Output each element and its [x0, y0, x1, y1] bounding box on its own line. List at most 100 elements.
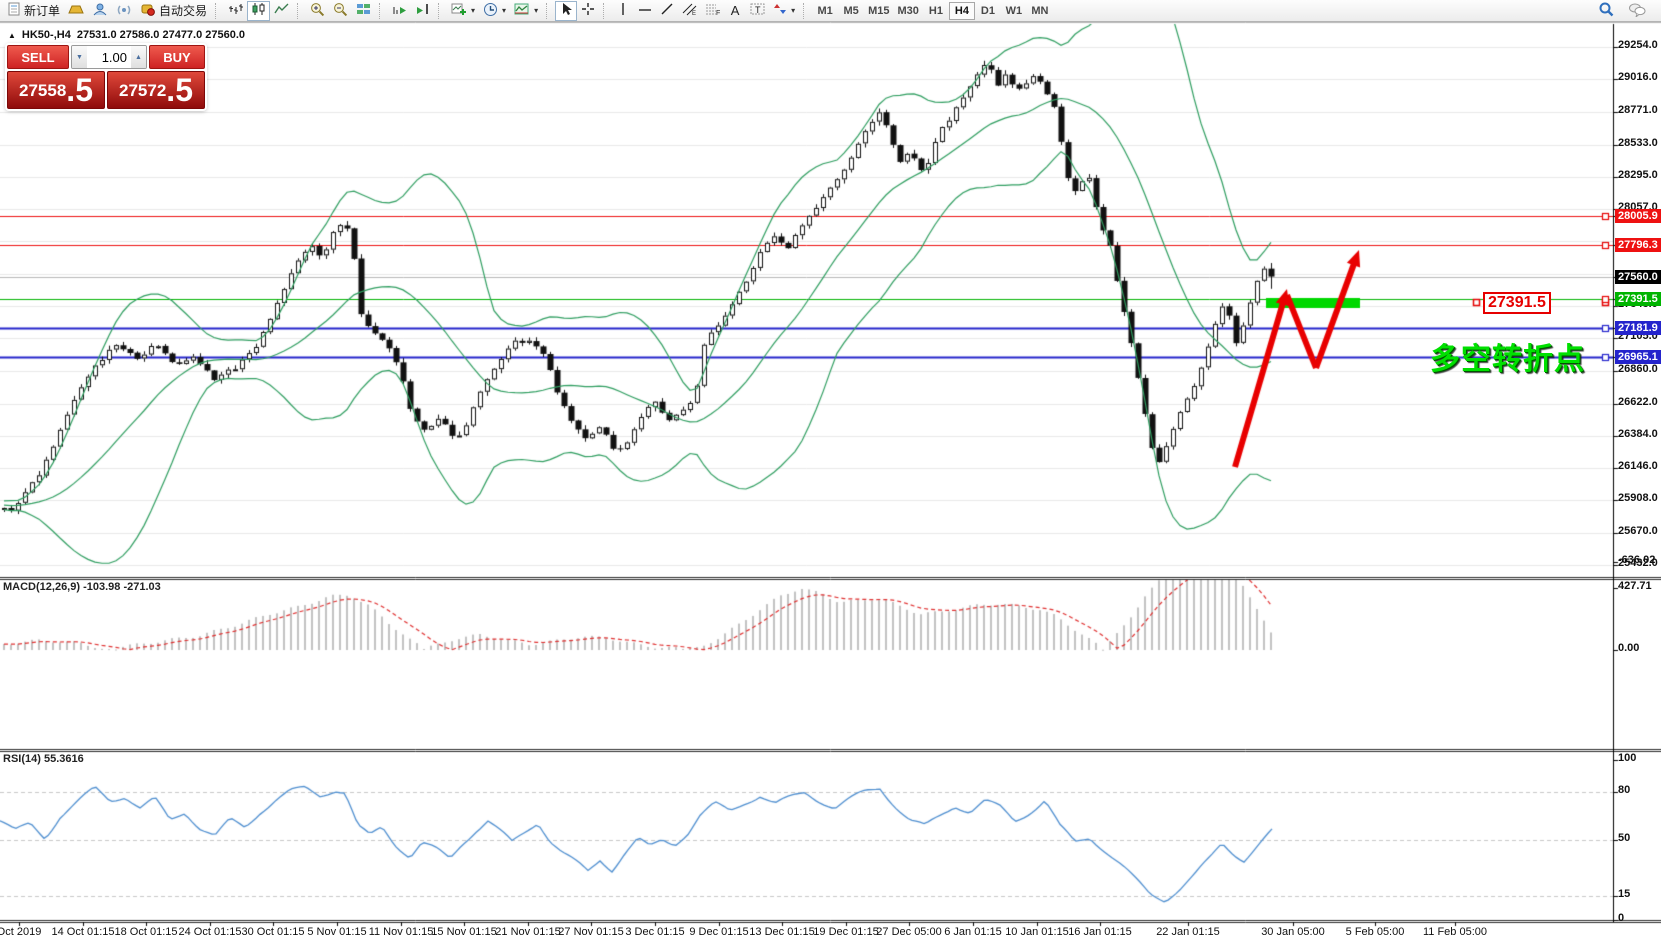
price-axis-label: 26622.0	[1618, 395, 1658, 408]
signal-button[interactable]	[112, 1, 136, 21]
cursor-button[interactable]	[555, 0, 578, 21]
buy-button[interactable]: BUY	[149, 45, 205, 69]
timeframe-d1-button[interactable]: D1	[975, 2, 1001, 20]
timeframe-w1-button[interactable]: W1	[1001, 2, 1027, 20]
period-button[interactable]: ▾	[479, 1, 510, 21]
toolbar-separator	[438, 2, 444, 19]
new-chart-icon	[451, 2, 467, 19]
autotrading-button[interactable]: 自动交易	[136, 1, 211, 21]
template-icon	[514, 2, 530, 19]
turning-point-annotation: 多空转折点	[1430, 343, 1585, 376]
zoom-out-button[interactable]	[329, 1, 352, 21]
price-axis-label: 29016.0	[1618, 71, 1658, 84]
volume-up-button[interactable]: ▲	[131, 46, 146, 68]
fibonacci-icon: F	[705, 2, 720, 19]
dropdown-caret-icon: ▾	[471, 6, 476, 15]
line-chart-icon	[274, 2, 289, 19]
price-axis-label: 25432.0	[1618, 556, 1658, 569]
symbol-header: ▲ HK50-,H4 27531.0 27586.0 27477.0 27560…	[8, 29, 245, 41]
toolbar-separator	[215, 2, 221, 19]
toolbar: 新订单 自动交易	[0, 0, 1661, 22]
vertical-line-button[interactable]	[612, 1, 634, 21]
candlestick-icon	[251, 2, 266, 19]
time-axis-label: 27 Nov 01:15	[558, 926, 624, 938]
timeframe-mn-button[interactable]: MN	[1027, 2, 1053, 20]
candlestick-chart-button[interactable]	[247, 0, 271, 21]
toolbar-separator	[379, 2, 385, 19]
volume-control: ▼ ▲	[71, 45, 147, 69]
current-price-marker: 27560.0	[1615, 269, 1661, 284]
time-axis-label: 27 Dec 05:00	[876, 926, 942, 938]
price-axis-label: 25908.0	[1618, 492, 1658, 505]
horizontal-line-button[interactable]	[634, 1, 656, 21]
time-axis-label: 19 Dec 01:15	[813, 926, 879, 938]
timeframe-m30-button[interactable]: M30	[894, 2, 923, 20]
arrows-button[interactable]: ▾	[769, 1, 799, 21]
fibonacci-button[interactable]: F	[701, 1, 724, 21]
price-line-marker: 27391.5	[1615, 292, 1661, 307]
timeframe-h1-button[interactable]: H1	[923, 2, 949, 20]
new-chart-button[interactable]: ▾	[447, 1, 479, 21]
new-order-label: 新订单	[24, 4, 61, 18]
auto-scroll-button[interactable]	[388, 1, 411, 21]
search-icon	[1598, 1, 1614, 20]
zoom-in-button[interactable]	[306, 1, 329, 21]
volume-input[interactable]	[87, 46, 131, 68]
ingot-button[interactable]	[64, 1, 88, 21]
text-label-icon: T	[750, 2, 765, 19]
time-axis-label: 22 Jan 01:15	[1156, 926, 1220, 938]
chart-shift-button[interactable]	[411, 1, 434, 21]
line-chart-button[interactable]	[270, 1, 293, 21]
templates-button[interactable]: ▾	[510, 1, 542, 21]
time-axis-label: 9 Dec 01:15	[689, 926, 749, 938]
time-axis-label: 11 Nov 01:15	[368, 926, 434, 938]
symbol-ohlc: 27531.0 27586.0 27477.0 27560.0	[76, 29, 246, 41]
autotrade-icon	[140, 2, 156, 19]
price-flag-label: 27391.5	[1483, 292, 1551, 314]
rsi-indicator-label: RSI(14) 55.3616	[3, 753, 84, 765]
tile-windows-button[interactable]	[352, 1, 375, 21]
sell-price-main: 27558	[19, 81, 67, 100]
timeframe-m1-button[interactable]: M1	[812, 2, 838, 20]
chart-shift-icon	[415, 2, 430, 19]
symbol-name: HK50-,H4	[21, 29, 71, 41]
buy-price[interactable]: 27572.5	[107, 71, 205, 109]
time-axis-label: 5 Nov 01:15	[307, 926, 367, 938]
timeframe-m15-button[interactable]: M15	[864, 2, 893, 20]
rsi-axis-label: 80	[1618, 784, 1631, 796]
sell-price[interactable]: 27558.5	[7, 71, 105, 109]
auto-scroll-icon	[392, 2, 407, 19]
search-button[interactable]	[1594, 1, 1618, 21]
toolbar-separator	[603, 2, 609, 19]
chat-button[interactable]	[1624, 1, 1650, 21]
equidistant-channel-button[interactable]: E	[678, 1, 701, 21]
time-axis-label: Oct 2019	[0, 926, 42, 938]
trendline-icon	[660, 2, 674, 19]
one-click-trading-panel: SELL ▼ ▲ BUY 27558.5 27572.5	[6, 44, 206, 110]
community-button[interactable]	[88, 1, 112, 21]
sell-price-fraction: .5	[66, 72, 93, 108]
rsi-axis-label: 100	[1618, 752, 1637, 764]
ingot-icon	[68, 2, 84, 19]
timeframe-h4-button[interactable]: H4	[948, 2, 975, 20]
time-axis-label: 14 Oct 01:15	[51, 926, 115, 938]
new-order-button[interactable]: 新订单	[3, 1, 64, 21]
text-button[interactable]: A	[724, 1, 746, 21]
volume-down-button[interactable]: ▼	[72, 46, 87, 68]
trendline-button[interactable]	[656, 1, 678, 21]
price-line-marker: 27796.3	[1615, 237, 1661, 252]
toolbar-separator	[546, 2, 552, 19]
bar-chart-icon	[228, 2, 244, 19]
svg-text:F: F	[716, 10, 720, 16]
time-axis-label: 5 Feb 05:00	[1345, 926, 1405, 938]
rsi-axis-label: 0	[1618, 912, 1625, 924]
sell-button[interactable]: SELL	[7, 45, 69, 69]
crosshair-button[interactable]	[577, 1, 599, 21]
time-axis-label: 16 Jan 01:15	[1068, 926, 1132, 938]
text-label-button[interactable]: T	[746, 1, 769, 21]
bar-chart-button[interactable]	[224, 1, 247, 21]
timeframe-m5-button[interactable]: M5	[838, 2, 864, 20]
crosshair-icon	[581, 2, 595, 19]
